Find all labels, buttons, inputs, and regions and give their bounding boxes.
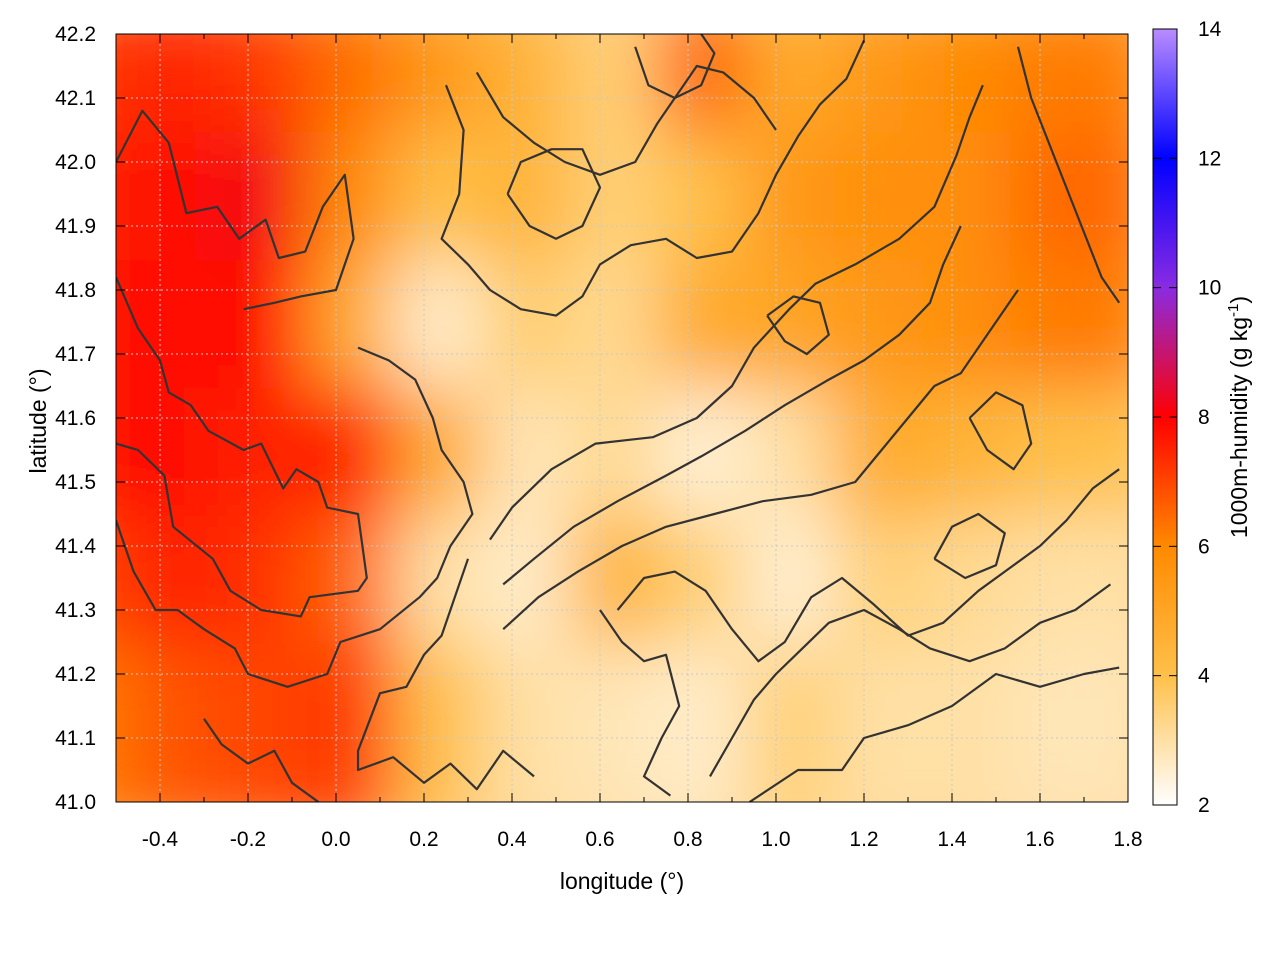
- contour-line: [203, 718, 320, 802]
- x-tick-label: 1.2: [849, 828, 878, 851]
- y-tick-label: 41.0: [55, 791, 96, 814]
- colorbar-title-main: 1000m-humidity (g kg: [1226, 317, 1252, 538]
- y-tick-label: 42.0: [55, 151, 96, 174]
- colorbar: 2 4 6 8 10 12 14 1000m-humidity (g kg-1): [1152, 18, 1252, 817]
- y-tick-label: 41.9: [55, 215, 96, 238]
- x-tick-label: -0.2: [230, 828, 266, 851]
- y-tick-label: 41.5: [55, 471, 96, 494]
- x-axis-title: longitude (°): [560, 868, 684, 894]
- contour-line: [766, 295, 830, 356]
- contour-line: [440, 39, 865, 317]
- x-tick-label: 0.0: [321, 828, 350, 851]
- colorbar-tick-label: 14: [1198, 18, 1222, 41]
- x-tick-label: 1.8: [1113, 828, 1142, 851]
- contour-line: [502, 289, 1019, 631]
- colorbar-title-end: ): [1226, 296, 1252, 304]
- y-tick-label: 42.1: [55, 87, 96, 110]
- contour-line: [489, 84, 984, 541]
- contour-line: [709, 583, 1112, 777]
- y-tick-label: 41.3: [55, 599, 96, 622]
- y-axis-ticks: 41.0 41.1 41.2 41.3 41.4 41.5 41.6 41.7 41.8 41.9…: [55, 23, 1128, 814]
- x-tick-label: 0.6: [585, 828, 614, 851]
- colorbar-ticks: 2 4 6 8 10 12 14: [1153, 18, 1222, 817]
- grid-lines: [116, 34, 1128, 802]
- y-tick-label: 41.1: [55, 727, 96, 750]
- contour-line: [968, 391, 1033, 471]
- x-axis-ticks: -0.4 -0.2 0.0 0.2 0.4 0.6 0.8 1.0 1.2 1.4 1.6 1.8: [115, 34, 1143, 851]
- x-tick-label: -0.4: [142, 828, 179, 851]
- y-tick-label: 41.4: [55, 535, 96, 558]
- contour-lines: [116, 34, 1121, 802]
- contour-line: [116, 276, 368, 618]
- contour-line: [634, 34, 716, 100]
- x-tick-label: 0.2: [409, 828, 438, 851]
- colorbar-title: 1000m-humidity (g kg-1): [1225, 296, 1252, 538]
- y-tick-label: 42.2: [55, 23, 96, 46]
- contour-line: [748, 666, 1120, 802]
- colorbar-title-superscript: -1: [1225, 304, 1242, 317]
- contour-line: [356, 558, 535, 791]
- x-tick-label: 1.4: [937, 828, 967, 851]
- plot-area: -0.4 -0.2 0.0 0.2 0.4 0.6 0.8 1.0 1.2 1.4 1.6 1.8 4…: [55, 23, 1143, 851]
- contour-line: [116, 346, 474, 688]
- y-tick-label: 41.6: [55, 407, 96, 430]
- x-tick-label: 1.6: [1025, 828, 1054, 851]
- contour-line: [506, 148, 602, 240]
- x-tick-label: 1.0: [761, 828, 790, 851]
- humidity-field: [116, 34, 1128, 802]
- colorbar-tick-label: 4: [1198, 665, 1210, 688]
- y-tick-label: 41.8: [55, 279, 96, 302]
- colorbar-tick-label: 12: [1198, 147, 1221, 170]
- contour-line: [475, 64, 777, 176]
- x-tick-label: 0.4: [497, 828, 527, 851]
- colorbar-tick-label: 2: [1198, 794, 1210, 817]
- y-tick-label: 41.7: [55, 343, 96, 366]
- contour-line: [1016, 46, 1121, 304]
- contour-line: [933, 512, 1006, 580]
- contour-line: [616, 468, 1120, 663]
- contour-line: [599, 609, 681, 797]
- contour-line: [502, 225, 962, 586]
- contour-line: [116, 109, 355, 311]
- y-axis-title: latitude (°): [25, 368, 51, 473]
- colorbar-tick-label: 6: [1198, 535, 1210, 558]
- y-tick-label: 41.2: [55, 663, 96, 686]
- x-tick-label: 0.8: [673, 828, 702, 851]
- colorbar-tick-label: 8: [1198, 406, 1210, 429]
- colorbar-tick-label: 10: [1198, 277, 1221, 300]
